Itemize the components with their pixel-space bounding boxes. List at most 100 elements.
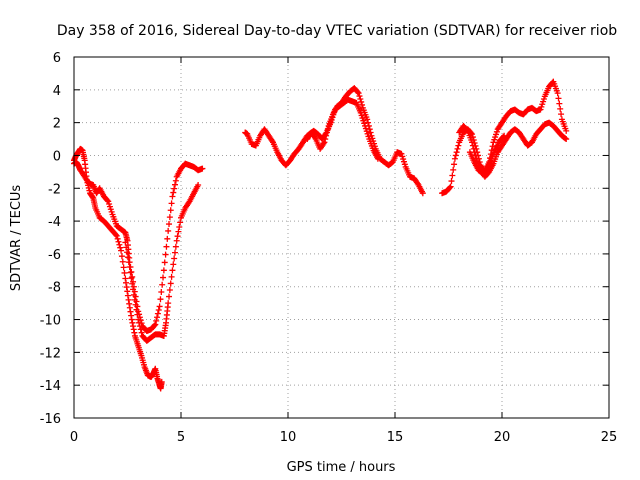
data-point (171, 185, 178, 192)
data-point (159, 281, 166, 288)
data-point (168, 200, 175, 207)
y-tick-label: 4 (53, 84, 61, 99)
data-point (169, 267, 176, 274)
data-point (164, 235, 171, 242)
x-tick-label: 0 (70, 430, 78, 445)
data-point (451, 155, 458, 162)
data-point (555, 95, 562, 102)
data-point (127, 269, 134, 276)
data-point (469, 139, 476, 146)
data-point (128, 275, 135, 282)
data-point (169, 193, 176, 200)
data-point (469, 142, 476, 149)
data-point (124, 249, 131, 256)
data-point (173, 237, 180, 244)
data-point (165, 227, 172, 234)
data-point (322, 130, 329, 137)
y-tick-label: -14 (40, 379, 61, 394)
data-point (121, 269, 128, 276)
plot-frame (73, 56, 610, 419)
x-tick-labels: 0 5 10 15 20 25 (70, 430, 617, 445)
data-point (123, 244, 130, 251)
data-point (556, 100, 563, 107)
data-points (71, 78, 570, 392)
y-tick-label: -16 (40, 412, 61, 427)
x-tick-label: 5 (177, 430, 185, 445)
data-point (166, 221, 173, 228)
data-point (134, 311, 141, 318)
data-point (167, 207, 174, 214)
data-point (165, 300, 172, 307)
data-point (419, 190, 426, 197)
data-point (199, 165, 206, 172)
data-point (131, 296, 138, 303)
data-point (114, 235, 121, 242)
data-point (158, 288, 165, 295)
data-point (155, 307, 162, 314)
data-point (166, 287, 173, 294)
data-point (367, 129, 374, 136)
data-point (452, 152, 459, 159)
y-tick-label: 0 (53, 149, 61, 164)
y-tick-label: 6 (53, 51, 61, 66)
data-point (153, 317, 160, 324)
data-point (172, 243, 179, 250)
data-point (160, 267, 167, 274)
data-point (126, 264, 133, 271)
data-point (136, 319, 143, 326)
data-point (113, 232, 120, 239)
data-point (195, 181, 202, 188)
data-point (157, 296, 164, 303)
x-axis-label: GPS time / hours (287, 460, 396, 475)
data-point (129, 273, 136, 280)
data-point (167, 280, 174, 287)
data-point (175, 228, 182, 235)
data-point (176, 223, 183, 230)
data-point (320, 140, 327, 147)
data-point (168, 273, 175, 280)
y-tick-label: -8 (48, 281, 61, 296)
axis-ticks (73, 56, 610, 419)
data-point (557, 105, 564, 112)
data-point (454, 145, 461, 152)
y-tick-label: -10 (40, 314, 61, 329)
data-point (122, 239, 129, 246)
data-point (130, 291, 137, 298)
data-point (177, 219, 184, 226)
data-point (158, 378, 165, 385)
data-point (501, 132, 508, 139)
data-point (124, 254, 131, 261)
data-point (358, 98, 365, 105)
data-point (355, 90, 362, 97)
x-tick-label: 20 (494, 430, 511, 445)
data-point (160, 274, 167, 281)
data-point (135, 316, 142, 323)
y-tick-label: -12 (40, 346, 61, 361)
data-point (133, 306, 140, 313)
grid-lines (74, 57, 609, 418)
y-tick-label: -6 (48, 248, 61, 263)
data-point (451, 161, 458, 168)
data-point (112, 231, 119, 238)
data-point (374, 155, 381, 162)
data-point (354, 89, 361, 96)
data-point (563, 136, 570, 143)
x-tick-label: 10 (280, 430, 297, 445)
data-point (172, 177, 179, 184)
data-point (562, 135, 569, 142)
data-point (154, 314, 161, 321)
data-point (170, 261, 177, 268)
x-tick-label: 15 (387, 430, 404, 445)
data-point (119, 258, 126, 265)
data-point (156, 303, 163, 310)
y-tick-label: -4 (48, 215, 61, 230)
data-point (470, 145, 477, 152)
data-point (116, 241, 123, 248)
data-point (365, 119, 372, 126)
data-point (161, 259, 168, 266)
data-point (449, 172, 456, 179)
data-point (269, 138, 276, 145)
data-point (151, 322, 158, 329)
data-point (136, 323, 143, 330)
